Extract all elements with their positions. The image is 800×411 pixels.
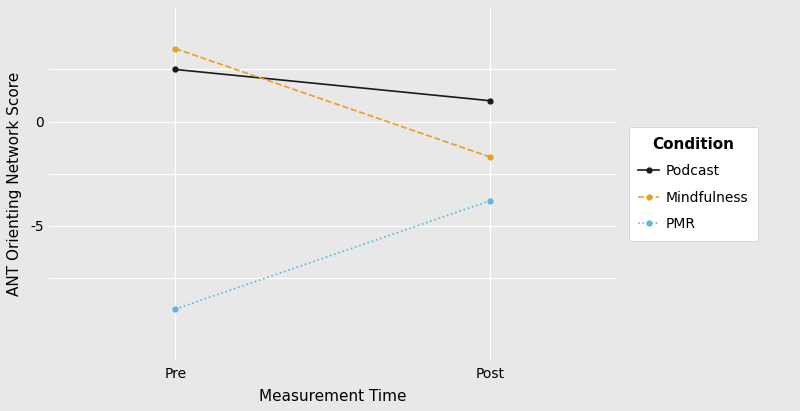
Line: PMR: PMR	[173, 198, 493, 312]
Mindfulness	[170, 46, 180, 51]
Line: Mindfulness: Mindfulness	[173, 46, 493, 159]
PMR	[486, 198, 495, 203]
X-axis label: Measurement Time: Measurement Time	[259, 389, 406, 404]
Legend: Podcast, Mindfulness, PMR: Podcast, Mindfulness, PMR	[629, 127, 758, 241]
Mindfulness	[486, 155, 495, 159]
Y-axis label: ANT Orienting Network Score: ANT Orienting Network Score	[7, 72, 22, 296]
PMR	[170, 307, 180, 312]
Podcast	[170, 67, 180, 72]
Line: Podcast: Podcast	[173, 67, 493, 103]
Podcast	[486, 98, 495, 103]
